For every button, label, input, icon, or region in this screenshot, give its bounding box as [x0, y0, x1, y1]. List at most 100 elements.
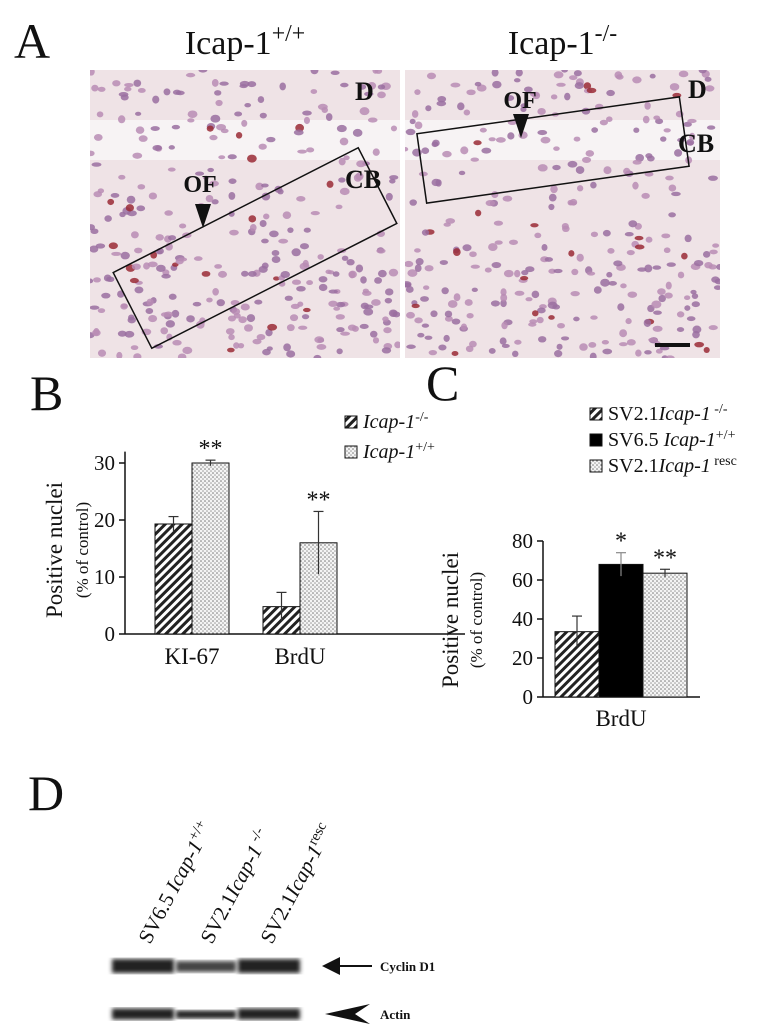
- cell-nucleus: [187, 110, 198, 119]
- cell-nucleus: [186, 315, 195, 323]
- cell-nucleus: [209, 134, 218, 141]
- cell-nucleus: [690, 289, 697, 295]
- image-label: D: [355, 77, 374, 106]
- cell-nucleus: [538, 336, 547, 343]
- cell-nucleus: [316, 344, 327, 350]
- cell-nucleus: [377, 269, 387, 278]
- cell-nucleus: [202, 175, 210, 180]
- cell-nucleus: [244, 103, 252, 108]
- cell-nucleus: [182, 346, 193, 355]
- cell-nucleus: [568, 250, 575, 257]
- cell-nucleus: [306, 147, 315, 153]
- cell-nucleus: [628, 220, 638, 228]
- cell-nucleus: [133, 79, 142, 87]
- cell-nucleus: [381, 347, 392, 354]
- cell-nucleus: [550, 185, 558, 194]
- cell-nucleus: [465, 345, 474, 353]
- cell-nucleus: [258, 265, 268, 273]
- cell-nucleus: [343, 155, 350, 161]
- cell-nucleus: [124, 86, 132, 92]
- cell-nucleus: [409, 118, 416, 125]
- cell-nucleus: [537, 307, 546, 314]
- cell-nucleus: [314, 336, 325, 344]
- cell-nucleus: [306, 280, 314, 286]
- cell-nucleus: [392, 311, 400, 318]
- cell-nucleus: [648, 337, 658, 342]
- x-tick-label: KI-67: [165, 644, 220, 669]
- cell-nucleus: [474, 81, 482, 87]
- bar: [191, 462, 230, 635]
- cell-nucleus: [613, 260, 623, 267]
- cell-nucleus: [575, 166, 585, 174]
- cell-nucleus: [301, 314, 310, 320]
- cell-nucleus: [531, 290, 540, 299]
- cell-nucleus: [168, 293, 177, 300]
- cell-nucleus: [564, 92, 571, 101]
- cell-nucleus: [550, 94, 558, 100]
- cell-nucleus: [247, 81, 257, 88]
- cell-nucleus: [490, 300, 500, 307]
- cell-nucleus: [421, 323, 430, 328]
- cell-nucleus: [556, 343, 563, 350]
- cell-nucleus: [244, 324, 253, 332]
- cell-nucleus: [451, 318, 461, 325]
- cell-nucleus: [475, 209, 482, 217]
- cell-nucleus: [506, 95, 515, 101]
- text-part: Icap-1: [658, 455, 711, 477]
- cell-nucleus: [138, 135, 148, 142]
- cell-nucleus: [447, 300, 458, 308]
- cell-nucleus: [93, 327, 100, 336]
- cell-nucleus: [185, 72, 196, 78]
- cell-nucleus: [227, 154, 237, 160]
- cell-nucleus: [421, 147, 430, 155]
- cell-nucleus: [171, 124, 181, 130]
- cell-nucleus: [377, 84, 386, 90]
- cell-nucleus: [367, 81, 377, 90]
- cell-nucleus: [663, 128, 671, 133]
- cell-nucleus: [201, 270, 211, 277]
- cell-nucleus: [258, 143, 267, 150]
- cell-nucleus: [706, 125, 716, 130]
- cell-nucleus: [693, 259, 704, 267]
- cell-nucleus: [617, 303, 625, 311]
- cell-nucleus: [283, 343, 291, 352]
- blot-band: [112, 1008, 174, 1020]
- cell-nucleus: [643, 318, 652, 327]
- cell-nucleus: [376, 248, 386, 254]
- cell-nucleus: [502, 195, 513, 202]
- cell-nucleus: [466, 89, 476, 96]
- cell-nucleus: [103, 274, 112, 282]
- cell-nucleus: [156, 264, 166, 272]
- band-label: Cyclin D1: [380, 959, 435, 974]
- text-part: +/+: [716, 428, 736, 443]
- cell-nucleus: [209, 180, 219, 187]
- cell-nucleus: [684, 295, 691, 301]
- cell-nucleus: [370, 330, 378, 338]
- cell-nucleus: [581, 156, 592, 163]
- cell-nucleus: [651, 300, 662, 309]
- cell-nucleus: [287, 227, 294, 233]
- cell-nucleus: [411, 303, 420, 309]
- cell-nucleus: [470, 157, 479, 162]
- cell-nucleus: [265, 328, 273, 337]
- cell-nucleus: [646, 155, 655, 162]
- cell-nucleus: [676, 311, 685, 318]
- cell-nucleus: [284, 295, 293, 301]
- cell-nucleus: [541, 244, 548, 251]
- significance-label: **: [307, 487, 331, 513]
- y-tick-label: 20: [94, 508, 115, 532]
- cell-nucleus: [360, 276, 367, 284]
- cell-nucleus: [548, 268, 556, 274]
- cell-nucleus: [585, 150, 595, 157]
- cell-nucleus: [193, 256, 203, 261]
- cell-nucleus: [256, 334, 266, 341]
- cell-nucleus: [457, 102, 465, 111]
- cell-nucleus: [634, 235, 644, 241]
- cell-nucleus: [462, 244, 472, 252]
- cell-nucleus: [691, 293, 699, 300]
- cell-nucleus: [347, 324, 357, 331]
- panel-label: B: [30, 365, 63, 421]
- cell-nucleus: [148, 192, 158, 200]
- cell-nucleus: [625, 318, 632, 325]
- x-tick-label: BrdU: [595, 706, 647, 731]
